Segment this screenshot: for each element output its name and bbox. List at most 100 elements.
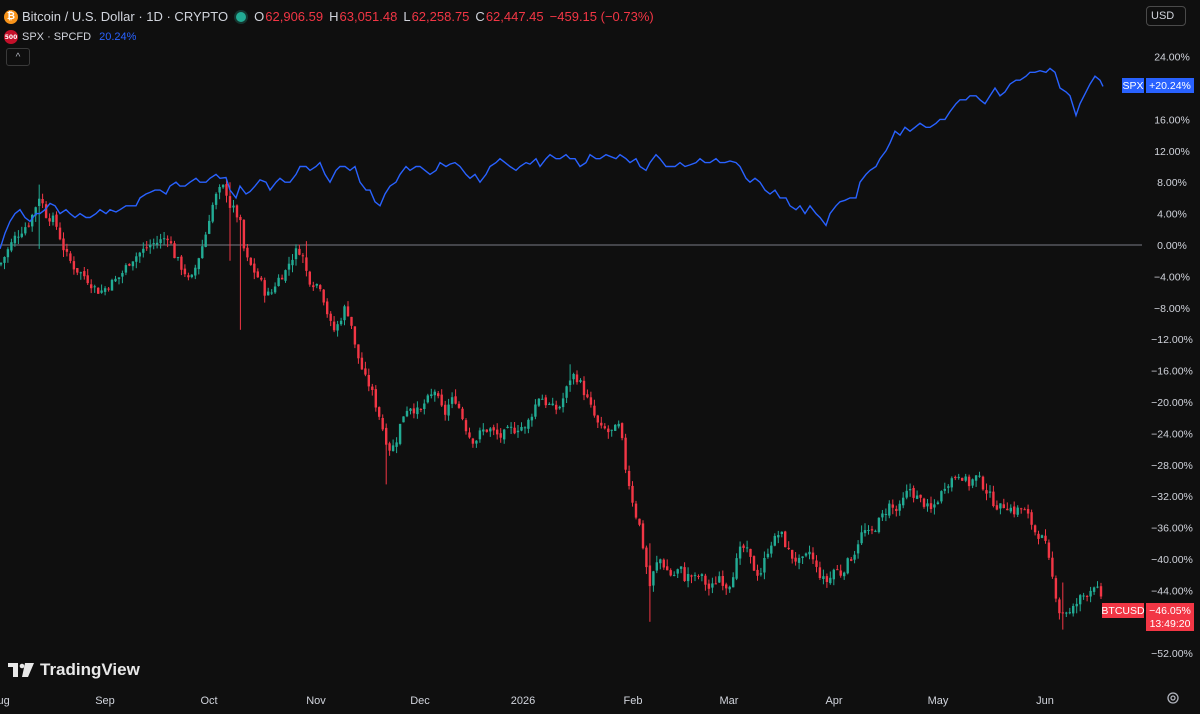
btc-candle [437,391,440,399]
bitcoin-icon: ₿ [4,9,18,24]
candle-body [631,485,634,503]
btc-candle [815,555,818,573]
candle-body [1047,542,1051,558]
candle-body [385,427,388,445]
candle-body [305,257,308,271]
btc-candle [551,397,554,406]
btc-candle [870,525,874,535]
btc-candle [943,482,946,494]
y-tick-label: 24.00% [1154,52,1190,64]
candle-body [544,397,547,406]
btc-candle [624,433,627,474]
settings-gear-icon[interactable] [1166,691,1180,705]
currency-selector[interactable]: USD [1146,6,1186,26]
btc-candle [27,222,30,228]
collapse-legend-button[interactable]: ^ [6,48,30,66]
btc-candle [627,465,631,490]
tradingview-logo[interactable]: TradingView [8,660,140,680]
candle-body [808,551,811,555]
candle-body [242,219,246,249]
btc-candle [686,567,690,588]
candle-body [319,285,322,290]
btc-candle [874,529,877,533]
candle-body [1002,504,1005,508]
btc-candle [388,441,391,456]
compare-title[interactable]: SPX · SPCFD [22,31,92,43]
btc-candle [405,406,409,418]
chevron-up-icon: ^ [15,51,21,63]
btc-candle [90,279,93,294]
candle-body [967,476,971,487]
btc-candle [301,253,305,263]
btc-candle [173,240,176,259]
candle-body [90,284,93,289]
candle-body [839,570,842,576]
btc-candle [1013,501,1016,518]
btc-candle [267,287,270,296]
x-tick-label: Dec [410,695,430,707]
btc-candle [260,276,263,282]
btc-candle [419,408,423,413]
candle-body [131,261,135,267]
btc-candle [676,568,679,578]
compare-legend[interactable]: 500 SPX · SPCFD 20.24% [4,30,136,44]
candle-body [149,244,152,248]
btc-candle [586,389,589,399]
candle-body [1030,512,1033,525]
btc-candle [558,405,561,410]
btc-candle [423,399,426,415]
btc-candle [416,401,419,419]
btc-candle [485,429,488,433]
candle-body [34,207,37,216]
btc-candle [537,398,541,407]
candle-body [905,490,908,498]
candle-body [183,268,187,275]
btc-candle [145,241,148,251]
btc-candle [353,326,357,349]
btc-candle [763,551,766,580]
candle-body [364,368,367,375]
candle-body [832,569,835,580]
candle-body [492,427,495,431]
y-tick-label: 8.00% [1157,177,1187,189]
btc-candle [749,548,752,564]
btc-candle [246,244,249,262]
candle-body [180,256,183,270]
candle-body [103,288,107,292]
btc-candle [332,316,336,333]
btc-candle [707,579,711,596]
candle-body [874,530,877,532]
y-tick-label: −8.00% [1154,303,1190,315]
candle-body [742,545,745,548]
candle-body [596,415,599,423]
btc-candle [950,476,953,492]
btc-candle [704,573,707,591]
btc-candle [839,564,842,578]
btc-candle [548,402,551,405]
btc-candle [350,316,353,329]
candle-body [794,557,797,562]
btc-candle [1058,597,1061,620]
btc-candle [523,426,527,434]
symbol-title[interactable]: Bitcoin / U.S. Dollar · 1D · CRYPTO [22,9,229,24]
candle-body [371,386,374,390]
candle-body [374,389,377,408]
candle-body [589,397,593,405]
btc-candle [433,389,436,402]
btc-candle [343,304,346,326]
btc-candle [773,533,776,547]
btc-candle [978,471,981,478]
btc-candle [836,565,839,571]
candle-body [995,505,999,510]
btc-candle [999,503,1002,515]
btc-candle [922,497,926,509]
candle-body [686,574,690,582]
btc-candle [131,261,135,271]
candle-body [152,243,155,245]
y-tick-label: 12.00% [1154,146,1190,158]
candle-body [520,427,523,431]
candle-body [804,553,808,556]
btc-candle [402,416,405,423]
